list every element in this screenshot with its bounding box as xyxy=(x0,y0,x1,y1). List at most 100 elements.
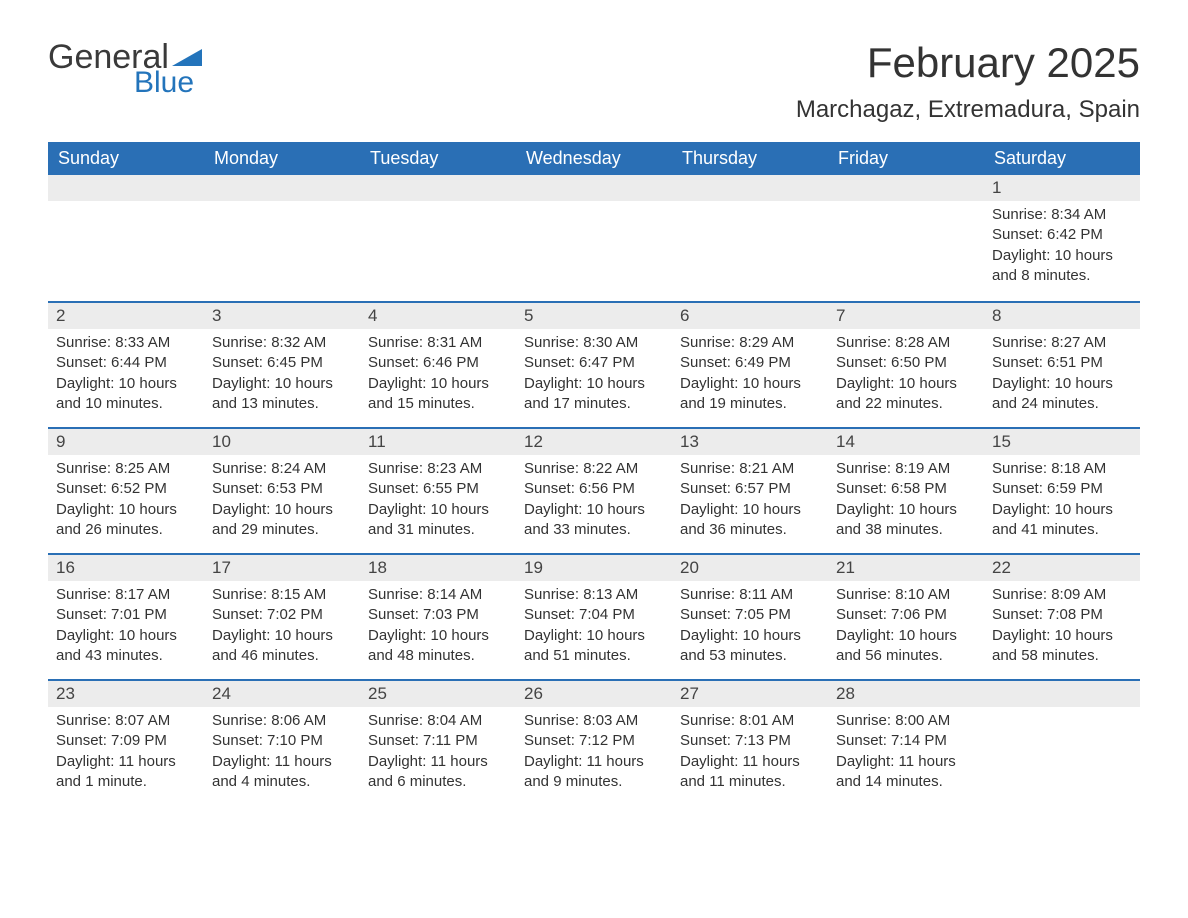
day-number: 20 xyxy=(672,553,828,581)
sunset-line: Sunset: 6:52 PM xyxy=(56,479,196,499)
sunset-line: Sunset: 6:45 PM xyxy=(212,353,352,373)
daylight-line: Daylight: 10 hours and 51 minutes. xyxy=(524,626,664,667)
sunset-line: Sunset: 6:47 PM xyxy=(524,353,664,373)
weekday-header-row: SundayMondayTuesdayWednesdayThursdayFrid… xyxy=(48,142,1140,175)
sunrise-line: Sunrise: 8:07 AM xyxy=(56,711,196,731)
day-number: 9 xyxy=(48,427,204,455)
day-body: Sunrise: 8:15 AMSunset: 7:02 PMDaylight:… xyxy=(204,581,360,676)
daylight-line: Daylight: 11 hours and 14 minutes. xyxy=(836,752,976,793)
sunset-line: Sunset: 6:57 PM xyxy=(680,479,820,499)
calendar-cell: 7Sunrise: 8:28 AMSunset: 6:50 PMDaylight… xyxy=(828,301,984,427)
day-body: Sunrise: 8:03 AMSunset: 7:12 PMDaylight:… xyxy=(516,707,672,802)
daylight-line: Daylight: 10 hours and 48 minutes. xyxy=(368,626,508,667)
header: General Blue February 2025 Marchagaz, Ex… xyxy=(48,40,1140,124)
sunset-line: Sunset: 7:09 PM xyxy=(56,731,196,751)
calendar-cell: 19Sunrise: 8:13 AMSunset: 7:04 PMDayligh… xyxy=(516,553,672,679)
sunset-line: Sunset: 7:10 PM xyxy=(212,731,352,751)
calendar-cell: 26Sunrise: 8:03 AMSunset: 7:12 PMDayligh… xyxy=(516,679,672,805)
day-number: 19 xyxy=(516,553,672,581)
sunrise-line: Sunrise: 8:10 AM xyxy=(836,585,976,605)
calendar-cell: 16Sunrise: 8:17 AMSunset: 7:01 PMDayligh… xyxy=(48,553,204,679)
sunset-line: Sunset: 6:44 PM xyxy=(56,353,196,373)
calendar-cell: 12Sunrise: 8:22 AMSunset: 6:56 PMDayligh… xyxy=(516,427,672,553)
sunset-line: Sunset: 6:49 PM xyxy=(680,353,820,373)
day-body xyxy=(828,201,984,215)
day-number xyxy=(672,175,828,201)
sunset-line: Sunset: 6:55 PM xyxy=(368,479,508,499)
sunrise-line: Sunrise: 8:19 AM xyxy=(836,459,976,479)
daylight-line: Daylight: 10 hours and 33 minutes. xyxy=(524,500,664,541)
sunset-line: Sunset: 7:02 PM xyxy=(212,605,352,625)
sunset-line: Sunset: 6:50 PM xyxy=(836,353,976,373)
day-body: Sunrise: 8:00 AMSunset: 7:14 PMDaylight:… xyxy=(828,707,984,802)
calendar-cell: 22Sunrise: 8:09 AMSunset: 7:08 PMDayligh… xyxy=(984,553,1140,679)
daylight-line: Daylight: 10 hours and 13 minutes. xyxy=(212,374,352,415)
daylight-line: Daylight: 11 hours and 4 minutes. xyxy=(212,752,352,793)
calendar-cell: 4Sunrise: 8:31 AMSunset: 6:46 PMDaylight… xyxy=(360,301,516,427)
day-number xyxy=(516,175,672,201)
sunrise-line: Sunrise: 8:01 AM xyxy=(680,711,820,731)
calendar-row: 9Sunrise: 8:25 AMSunset: 6:52 PMDaylight… xyxy=(48,427,1140,553)
sunset-line: Sunset: 7:12 PM xyxy=(524,731,664,751)
day-body: Sunrise: 8:13 AMSunset: 7:04 PMDaylight:… xyxy=(516,581,672,676)
calendar-cell: 20Sunrise: 8:11 AMSunset: 7:05 PMDayligh… xyxy=(672,553,828,679)
sunset-line: Sunset: 7:13 PM xyxy=(680,731,820,751)
weekday-header: Friday xyxy=(828,142,984,175)
calendar-cell xyxy=(516,175,672,301)
day-number: 17 xyxy=(204,553,360,581)
calendar-cell: 11Sunrise: 8:23 AMSunset: 6:55 PMDayligh… xyxy=(360,427,516,553)
day-number: 16 xyxy=(48,553,204,581)
sunrise-line: Sunrise: 8:25 AM xyxy=(56,459,196,479)
day-number xyxy=(828,175,984,201)
daylight-line: Daylight: 10 hours and 19 minutes. xyxy=(680,374,820,415)
day-number: 7 xyxy=(828,301,984,329)
day-number: 4 xyxy=(360,301,516,329)
day-number xyxy=(984,679,1140,707)
daylight-line: Daylight: 10 hours and 38 minutes. xyxy=(836,500,976,541)
day-number: 12 xyxy=(516,427,672,455)
day-body: Sunrise: 8:23 AMSunset: 6:55 PMDaylight:… xyxy=(360,455,516,550)
day-number: 24 xyxy=(204,679,360,707)
day-number: 15 xyxy=(984,427,1140,455)
day-number: 21 xyxy=(828,553,984,581)
day-body: Sunrise: 8:21 AMSunset: 6:57 PMDaylight:… xyxy=(672,455,828,550)
sunset-line: Sunset: 6:42 PM xyxy=(992,225,1132,245)
daylight-line: Daylight: 10 hours and 26 minutes. xyxy=(56,500,196,541)
weekday-header: Wednesday xyxy=(516,142,672,175)
day-body: Sunrise: 8:04 AMSunset: 7:11 PMDaylight:… xyxy=(360,707,516,802)
sunset-line: Sunset: 6:51 PM xyxy=(992,353,1132,373)
calendar-row: 2Sunrise: 8:33 AMSunset: 6:44 PMDaylight… xyxy=(48,301,1140,427)
day-body xyxy=(360,201,516,215)
day-number: 13 xyxy=(672,427,828,455)
calendar-table: SundayMondayTuesdayWednesdayThursdayFrid… xyxy=(48,142,1140,805)
day-number: 8 xyxy=(984,301,1140,329)
calendar-cell: 24Sunrise: 8:06 AMSunset: 7:10 PMDayligh… xyxy=(204,679,360,805)
daylight-line: Daylight: 10 hours and 43 minutes. xyxy=(56,626,196,667)
day-number: 27 xyxy=(672,679,828,707)
calendar-cell: 15Sunrise: 8:18 AMSunset: 6:59 PMDayligh… xyxy=(984,427,1140,553)
day-body xyxy=(516,201,672,215)
sunrise-line: Sunrise: 8:27 AM xyxy=(992,333,1132,353)
daylight-line: Daylight: 10 hours and 22 minutes. xyxy=(836,374,976,415)
sunrise-line: Sunrise: 8:00 AM xyxy=(836,711,976,731)
day-body: Sunrise: 8:25 AMSunset: 6:52 PMDaylight:… xyxy=(48,455,204,550)
day-body: Sunrise: 8:07 AMSunset: 7:09 PMDaylight:… xyxy=(48,707,204,802)
sunrise-line: Sunrise: 8:13 AM xyxy=(524,585,664,605)
sunset-line: Sunset: 7:06 PM xyxy=(836,605,976,625)
day-body: Sunrise: 8:33 AMSunset: 6:44 PMDaylight:… xyxy=(48,329,204,424)
daylight-line: Daylight: 10 hours and 58 minutes. xyxy=(992,626,1132,667)
calendar-cell: 13Sunrise: 8:21 AMSunset: 6:57 PMDayligh… xyxy=(672,427,828,553)
day-number: 11 xyxy=(360,427,516,455)
sunrise-line: Sunrise: 8:31 AM xyxy=(368,333,508,353)
sunset-line: Sunset: 7:01 PM xyxy=(56,605,196,625)
calendar-row: 1Sunrise: 8:34 AMSunset: 6:42 PMDaylight… xyxy=(48,175,1140,301)
day-body: Sunrise: 8:30 AMSunset: 6:47 PMDaylight:… xyxy=(516,329,672,424)
weekday-header: Sunday xyxy=(48,142,204,175)
day-body xyxy=(204,201,360,215)
sunset-line: Sunset: 7:03 PM xyxy=(368,605,508,625)
sunrise-line: Sunrise: 8:23 AM xyxy=(368,459,508,479)
month-title: February 2025 xyxy=(796,40,1140,86)
sunrise-line: Sunrise: 8:11 AM xyxy=(680,585,820,605)
day-number: 6 xyxy=(672,301,828,329)
logo: General Blue xyxy=(48,40,202,98)
